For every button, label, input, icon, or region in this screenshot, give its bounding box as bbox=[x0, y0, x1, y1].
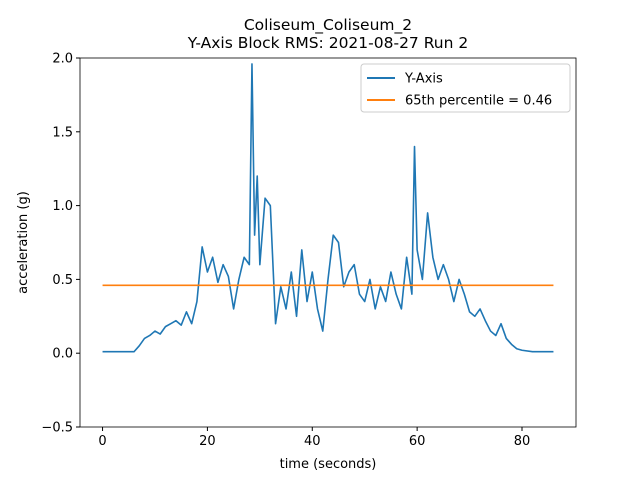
x-tick-label: 60 bbox=[409, 434, 426, 449]
x-tick-label: 0 bbox=[98, 434, 106, 449]
y-tick-label: 1.5 bbox=[52, 125, 73, 140]
legend-box bbox=[360, 63, 571, 113]
x-axis-label: time (seconds) bbox=[280, 457, 377, 472]
plot-frame bbox=[79, 57, 577, 428]
legend-label: 65th percentile = 0.46 bbox=[405, 94, 552, 109]
y-tick-label: 0.5 bbox=[52, 273, 73, 288]
y-tick-label: 0.0 bbox=[52, 347, 73, 362]
data-line bbox=[102, 63, 554, 353]
title-line: Y-Axis Block RMS: 2021-08-27 Run 2 bbox=[187, 34, 468, 52]
chart-title: Coliseum_Coliseum_2 Y-Axis Block RMS: 202… bbox=[187, 16, 468, 52]
y-tick-label: 2.0 bbox=[52, 52, 73, 67]
y-tick-label: 1.0 bbox=[52, 199, 73, 214]
x-tick-label: 80 bbox=[514, 434, 531, 449]
x-tick-label: 40 bbox=[304, 434, 321, 449]
x-tick-label: 20 bbox=[199, 434, 216, 449]
title-line: Coliseum_Coliseum_2 bbox=[244, 16, 412, 35]
y-tick-label: −0.5 bbox=[41, 421, 73, 436]
y-axis-label: acceleration (g) bbox=[16, 191, 31, 294]
legend-label: Y-Axis bbox=[404, 72, 443, 87]
